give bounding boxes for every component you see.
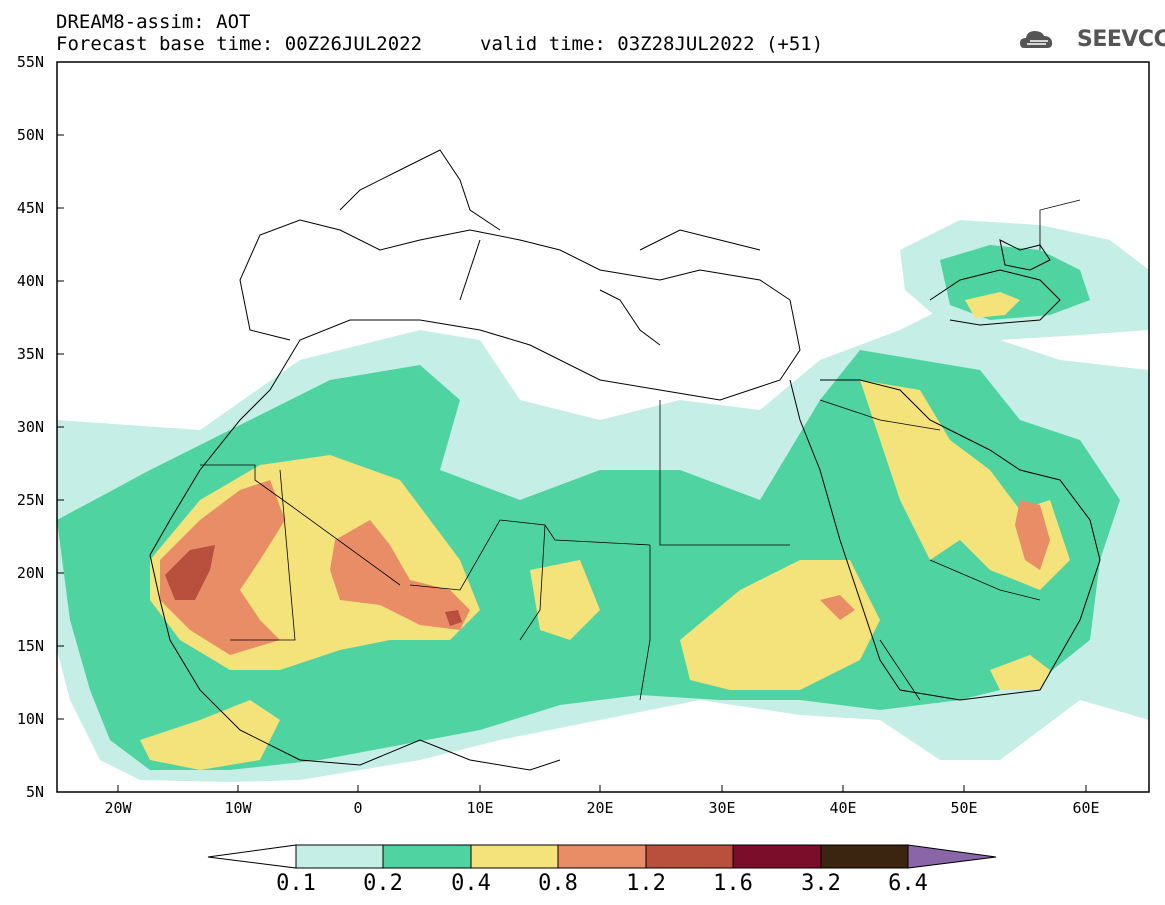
aot-band-0.2 [57,350,1120,770]
lat-ticks [57,61,64,793]
coastlines [149,149,1101,771]
colorbar [207,844,997,869]
aot-band-0.4-arabia [860,380,1070,590]
logo-text: SEEVCCC [1077,27,1165,52]
lon-label: 30E [708,799,736,817]
lat-label: 40N [16,272,44,290]
aot-band-0.4-sudan [680,560,880,690]
colorbar-label: 6.4 [888,871,928,896]
lon-label: 10E [466,799,494,817]
aot-band-0.4-central [530,560,600,640]
colorbar-label: 0.8 [538,871,578,896]
seevccc-cloud-logo-icon [1020,31,1053,48]
lon-label: 20E [586,799,614,817]
lat-label: 10N [16,710,44,728]
colorbar-label: 1.2 [626,871,666,896]
forecast-base-time: Forecast base time: 00Z26JUL2022 [56,33,423,55]
aot-band-0.8-red-sea [820,595,855,620]
aot-band-0.8-oman [1015,500,1050,570]
lon-label: 50E [950,799,978,817]
lon-label: 20W [104,799,132,817]
lat-label: 35N [16,345,44,363]
lon-label: 10W [224,799,252,817]
colorbar-over-arrow [907,844,997,869]
lat-label: 15N [16,637,44,655]
aot-band-0.4-yemen [990,655,1050,690]
aot-band-0.4-caspian [965,292,1020,318]
lat-label: 45N [16,199,44,217]
lat-label: 30N [16,418,44,436]
aot-band-0.8-niger [330,520,470,630]
colorbar-under-arrow [207,844,297,869]
lon-label: 40E [829,799,857,817]
colorbar-label: 3.2 [801,871,841,896]
aot-field [57,220,1149,782]
colorbar-box-4 [645,844,734,869]
map-title: DREAM8-assim: AOT [56,11,251,33]
lat-label: 5N [25,783,44,801]
lon-label: 60E [1072,799,1100,817]
colorbar-box-3 [557,844,647,869]
aot-band-0.4-sw [140,700,280,770]
valid-time: valid time: 03Z28JUL2022 (+51) [480,33,824,55]
borders [200,199,1081,701]
colorbar-label: 0.1 [276,871,316,896]
colorbar-label: 1.6 [713,871,753,896]
lat-label: 55N [16,53,44,71]
colorbar-box-0 [295,844,384,869]
colorbar-label: 0.2 [363,871,403,896]
aot-band-0.8 [160,480,285,655]
lat-label: 25N [16,491,44,509]
lat-label: 50N [16,126,44,144]
aot-band-1.2-niger [445,610,462,626]
lat-label: 20N [16,564,44,582]
colorbar-box-6 [820,844,909,869]
lon-label: 0 [353,799,363,817]
colorbar-label: 0.4 [451,871,491,896]
lon-ticks [117,785,1087,792]
aot-band-1.2 [165,545,215,600]
colorbar-box-2 [470,844,559,869]
colorbar-box-1 [382,844,472,869]
colorbar-box-5 [732,844,822,869]
